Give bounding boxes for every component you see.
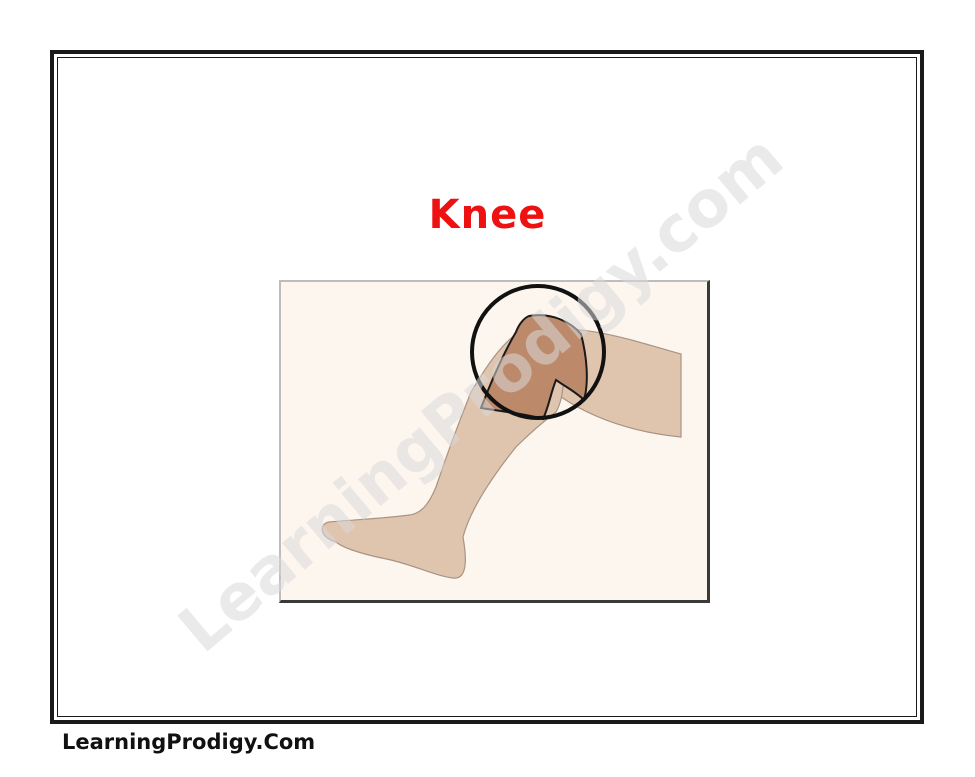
knee-highlight [479, 314, 588, 421]
card-title: Knee [428, 192, 547, 238]
leg-drawing [321, 284, 682, 579]
knee-illustration [279, 280, 710, 603]
knee-circle [470, 284, 606, 420]
flashcard-inner-border [57, 57, 917, 717]
site-label: LearningProdigy.Com [62, 730, 316, 754]
